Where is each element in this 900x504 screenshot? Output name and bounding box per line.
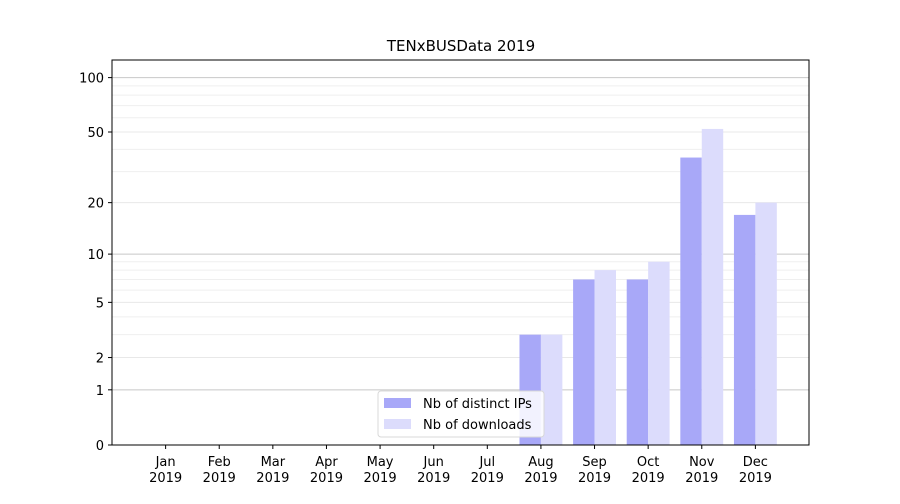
y-tick-label: 0 (96, 439, 104, 454)
y-tick-label: 20 (87, 197, 104, 212)
x-axis-ticks: Jan 2019 Feb 2019 Mar 2019 Apr 2019 May 2019 Jun 20… (149, 445, 772, 486)
legend: Nb of distinct IPs Nb of downloads (377, 390, 545, 438)
legend-swatch (384, 398, 411, 408)
x-tick-label: Sep 2019 (578, 455, 611, 486)
x-tick-label: Aug 2019 (524, 455, 557, 486)
bar (701, 128, 724, 445)
bar (755, 202, 777, 445)
x-tick-label: Mar 2019 (256, 455, 289, 486)
legend-label: Nb of distinct IPs (423, 397, 532, 412)
legend-swatch (384, 419, 411, 429)
bar (680, 157, 702, 446)
y-tick-label: 1 (96, 384, 104, 399)
bar (540, 334, 563, 445)
x-tick-label: Jul 2019 (471, 455, 504, 486)
x-tick-label: Jun 2019 (417, 455, 450, 486)
bar (573, 279, 595, 445)
legend-label: Nb of downloads (423, 418, 532, 433)
y-tick-label: 10 (87, 248, 104, 263)
bar (594, 270, 616, 445)
bar (626, 279, 649, 445)
x-tick-label: Apr 2019 (310, 455, 343, 486)
bars (519, 128, 777, 446)
y-axis-ticks: 0 1 2 5 10 20 50 100 (79, 72, 112, 454)
y-tick-label: 100 (79, 72, 104, 87)
bar (733, 214, 756, 445)
x-tick-label: Nov 2019 (685, 455, 718, 486)
y-tick-label: 2 (96, 352, 104, 367)
x-tick-label: Dec 2019 (739, 455, 772, 486)
chart-title: TENxBUSData 2019 (386, 37, 535, 55)
bar (648, 261, 670, 445)
x-tick-label: May 2019 (364, 455, 397, 486)
legend-box (377, 390, 545, 438)
x-tick-label: Oct 2019 (632, 455, 665, 486)
plot-frame (111, 59, 810, 446)
y-tick-label: 50 (87, 126, 104, 141)
x-tick-label: Feb 2019 (203, 455, 236, 486)
y-tick-label: 5 (96, 296, 104, 311)
x-tick-label: Jan 2019 (149, 455, 182, 486)
